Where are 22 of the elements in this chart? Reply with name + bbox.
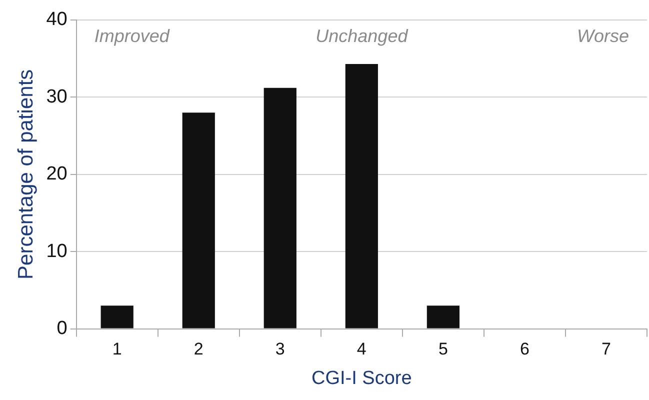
bar (426, 306, 460, 328)
x-tick-label: 5 (438, 340, 448, 359)
x-tick-label: 1 (112, 340, 122, 359)
x-tick-label: 4 (356, 340, 366, 359)
annotation: Worse (576, 26, 629, 46)
y-axis-title: Percentage of patients (14, 69, 38, 280)
bar (100, 306, 134, 328)
y-tick-label: 30 (46, 86, 68, 108)
annotation: Unchanged (316, 26, 409, 46)
x-axis-title: CGI-I Score (312, 368, 412, 389)
y-tick-label: 0 (56, 318, 68, 340)
bar (264, 88, 296, 328)
x-tick-label: 6 (520, 340, 530, 359)
bar (345, 64, 378, 328)
x-tick-label: 3 (275, 340, 285, 359)
x-tick-label: 2 (194, 340, 204, 359)
annotation: Improved (94, 26, 170, 46)
y-tick-label: 10 (46, 240, 68, 262)
x-tick-label: 7 (602, 340, 611, 359)
y-tick-label: 20 (46, 164, 68, 185)
y-tick-label: 40 (46, 9, 68, 30)
bar (182, 112, 215, 328)
